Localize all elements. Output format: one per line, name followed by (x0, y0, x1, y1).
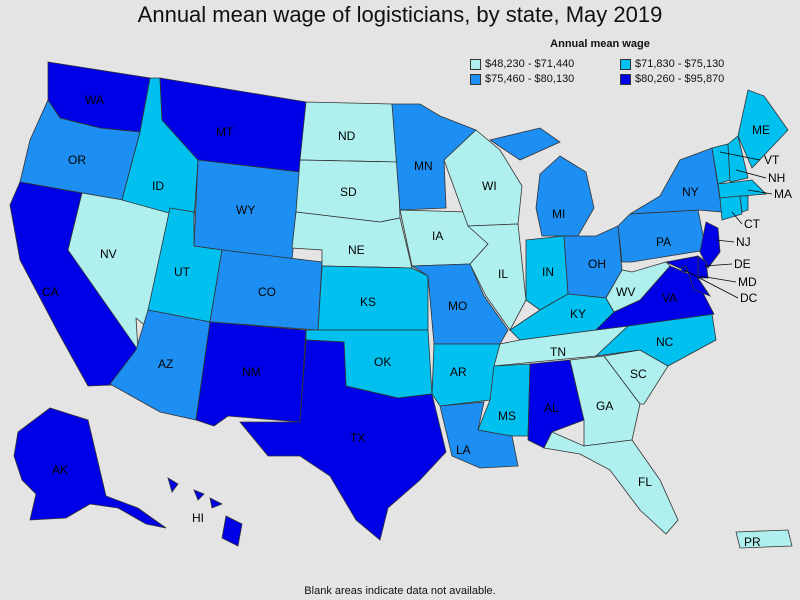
state-label-WI: WI (482, 179, 497, 193)
legend-range-label: $71,830 - $75,130 (635, 58, 725, 70)
state-label-AK: AK (52, 463, 68, 477)
state-label-MT: MT (216, 125, 234, 139)
state-label-FL: FL (638, 475, 652, 489)
footnote: Blank areas indicate data not available. (304, 585, 496, 597)
state-label-CA: CA (42, 285, 59, 299)
state-label-AZ: AZ (158, 357, 173, 371)
legend: Annual mean wage $48,230 - $71,440 $71,8… (470, 38, 770, 85)
state-label-ID: ID (152, 179, 164, 193)
state-CT[interactable] (719, 195, 743, 221)
state-label-KY: KY (570, 307, 586, 321)
state-FL[interactable] (543, 431, 679, 535)
state-NH[interactable] (727, 135, 749, 183)
legend-range-label: $80,260 - $95,870 (635, 73, 725, 85)
state-labels: WA OR CA NV ID MT WY UT AZ CO NM ND SD N… (42, 93, 792, 549)
state-label-NY: NY (682, 185, 699, 199)
state-label-KS: KS (360, 295, 376, 309)
map-title: Annual mean wage of logisticians, by sta… (137, 2, 663, 27)
state-label-UT: UT (174, 265, 191, 279)
state-label-GA: GA (596, 399, 613, 413)
state-label-NH: NH (768, 171, 785, 185)
state-label-CO: CO (258, 285, 276, 299)
legend-item: $48,230 - $71,440 (470, 58, 620, 70)
state-label-CT: CT (744, 217, 761, 231)
leader-lines (683, 151, 773, 299)
state-label-PA: PA (656, 235, 671, 249)
state-label-IA: IA (432, 229, 443, 243)
state-label-MO: MO (448, 299, 467, 313)
state-HI[interactable] (167, 477, 243, 547)
state-label-ND: ND (338, 129, 356, 143)
state-label-TX: TX (350, 431, 365, 445)
legend-item: $71,830 - $75,130 (620, 58, 770, 70)
legend-item: $80,260 - $95,870 (620, 73, 770, 85)
state-KS[interactable] (317, 265, 429, 331)
state-label-WA: WA (85, 93, 104, 107)
state-PR[interactable] (735, 529, 793, 549)
state-label-MS: MS (498, 409, 516, 423)
state-label-MD: MD (738, 275, 757, 289)
state-label-NM: NM (242, 365, 261, 379)
state-label-VA: VA (662, 291, 677, 305)
state-NE[interactable] (291, 211, 413, 269)
state-label-AL: AL (544, 401, 559, 415)
state-label-DC: DC (740, 291, 758, 305)
state-label-NJ: NJ (736, 235, 751, 249)
state-label-NC: NC (656, 335, 674, 349)
state-MA[interactable] (717, 179, 767, 199)
state-label-AR: AR (450, 365, 467, 379)
legend-range-label: $48,230 - $71,440 (485, 58, 575, 70)
state-label-SC: SC (630, 367, 647, 381)
state-MI[interactable] (489, 127, 595, 237)
legend-swatch (470, 73, 481, 85)
state-label-NV: NV (100, 247, 117, 261)
state-label-ME: ME (752, 123, 770, 137)
state-label-PR: PR (744, 535, 761, 549)
state-label-WY: WY (236, 203, 255, 217)
state-label-LA: LA (456, 443, 471, 457)
state-label-NE: NE (348, 243, 365, 257)
state-label-SD: SD (340, 185, 357, 199)
legend-range-label: $75,460 - $80,130 (485, 73, 575, 85)
state-label-IL: IL (498, 267, 508, 281)
state-WV[interactable] (605, 261, 671, 313)
state-TX[interactable] (239, 339, 447, 541)
state-label-OR: OR (68, 153, 86, 167)
state-AK[interactable] (13, 407, 167, 529)
legend-item: $75,460 - $80,130 (470, 73, 620, 85)
state-RI[interactable] (739, 195, 749, 213)
legend-swatch (620, 58, 631, 70)
state-IL[interactable] (467, 223, 527, 331)
state-NY[interactable] (629, 147, 723, 215)
state-label-IN: IN (542, 265, 554, 279)
legend-title: Annual mean wage (550, 38, 650, 50)
legend-swatch (470, 58, 481, 70)
state-label-TN: TN (550, 345, 566, 359)
state-label-WV: WV (616, 285, 635, 299)
state-AR[interactable] (431, 343, 501, 407)
state-label-MN: MN (414, 159, 433, 173)
state-label-MA: MA (774, 187, 792, 201)
state-label-OH: OH (588, 257, 606, 271)
state-label-OK: OK (374, 355, 391, 369)
state-ME[interactable] (737, 89, 789, 169)
state-label-DE: DE (734, 257, 751, 271)
state-label-MI: MI (552, 207, 565, 221)
state-LA[interactable] (439, 401, 519, 469)
state-NJ[interactable] (699, 221, 721, 269)
state-label-VT: VT (764, 153, 780, 167)
state-label-HI: HI (192, 511, 204, 525)
legend-swatch (620, 73, 631, 85)
